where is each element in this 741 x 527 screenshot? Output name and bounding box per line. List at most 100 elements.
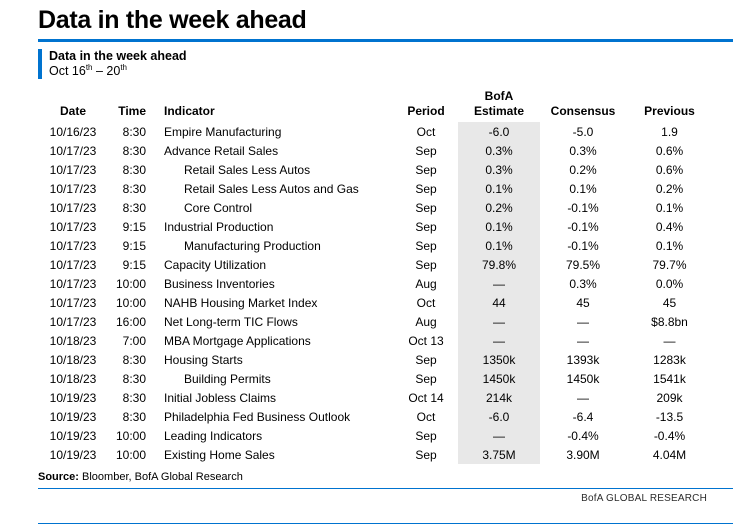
- cell-date: 10/18/23: [49, 371, 97, 386]
- header-row: Date Time Indicator Period BofA Estimate Conse…: [38, 89, 713, 122]
- cell-estimate: —: [458, 312, 540, 331]
- cell-date: 10/17/23: [49, 314, 97, 329]
- cell-estimate: 1350k: [458, 350, 540, 369]
- table-row: 10/17/23 16:00 Net Long-term TIC Flows Aug —…: [38, 312, 713, 331]
- col-header-indicator: Indicator: [164, 104, 215, 118]
- cell-period: Sep: [415, 162, 437, 177]
- footer-brand: BofA GLOBAL RESEARCH: [581, 493, 707, 504]
- cell-previous: -0.4%: [653, 428, 686, 443]
- cell-previous: 1.9: [661, 124, 678, 139]
- cell-period: Oct: [416, 409, 436, 424]
- table-row: 10/18/23 8:30 Housing Starts Sep 1350k 1393k 1…: [38, 350, 713, 369]
- cell-period: Aug: [415, 276, 437, 291]
- cell-indicator: Housing Starts: [164, 352, 243, 367]
- cell-previous: 0.6%: [655, 162, 684, 177]
- table-row: 10/19/23 8:30 Philadelphia Fed Business Ou…: [38, 407, 713, 426]
- cell-indicator: Business Inventories: [164, 276, 275, 291]
- date-range-start-suffix: th: [85, 62, 93, 72]
- cell-indicator: Net Long-term TIC Flows: [164, 314, 298, 329]
- cell-period: Sep: [415, 257, 437, 272]
- cell-consensus: 79.5%: [565, 257, 601, 272]
- cell-estimate: 0.1%: [458, 179, 540, 198]
- table-row: 10/17/23 8:30 Retail Sales Less Autos and …: [38, 179, 713, 198]
- col-header-previous: Previous: [644, 104, 695, 118]
- table-row: 10/17/23 10:00 NAHB Housing Market Index Oc…: [38, 293, 713, 312]
- cell-consensus: 0.3%: [569, 276, 597, 291]
- source-label: Source:: [38, 471, 79, 483]
- table-row: 10/19/23 10:00 Leading Indicators Sep — -0.4%…: [38, 426, 713, 445]
- cell-estimate: —: [458, 331, 540, 350]
- cell-date: 10/18/23: [49, 333, 97, 348]
- cell-period: Sep: [415, 200, 437, 215]
- cell-period: Sep: [415, 371, 437, 386]
- cell-previous: 209k: [656, 390, 683, 405]
- cell-date: 10/18/23: [49, 352, 97, 367]
- cell-time: 8:30: [122, 371, 146, 386]
- table-row: 10/17/23 9:15 Capacity Utilization Sep 79.8%…: [38, 255, 713, 274]
- cell-period: Sep: [415, 238, 437, 253]
- table-row: 10/17/23 8:30 Advance Retail Sales Sep 0.3% 0…: [38, 141, 713, 160]
- cell-indicator: Retail Sales Less Autos and Gas: [184, 181, 359, 196]
- cell-time: 8:30: [122, 352, 146, 367]
- table-row: 10/17/23 8:30 Retail Sales Less Autos Sep 0.…: [38, 160, 713, 179]
- date-range-end: 20: [106, 64, 121, 78]
- date-range-end-suffix: th: [120, 62, 127, 72]
- cell-indicator: Industrial Production: [164, 219, 274, 234]
- cell-time: 8:30: [122, 181, 146, 196]
- cell-consensus: 45: [576, 295, 590, 310]
- cell-previous: 0.6%: [655, 143, 684, 158]
- cell-estimate: —: [458, 274, 540, 293]
- cell-date: 10/16/23: [49, 124, 97, 139]
- cell-indicator: NAHB Housing Market Index: [164, 295, 318, 310]
- cell-consensus: —: [577, 333, 589, 348]
- cell-previous: 45: [662, 295, 677, 310]
- cell-date: 10/19/23: [49, 409, 97, 424]
- cell-consensus: 1393k: [566, 352, 600, 367]
- cell-time: 8:30: [122, 143, 146, 158]
- cell-time: 10:00: [115, 428, 146, 443]
- cell-estimate: 79.8%: [458, 255, 540, 274]
- cell-time: 7:00: [122, 333, 146, 348]
- cell-time: 8:30: [122, 409, 146, 424]
- cell-consensus: —: [577, 390, 589, 405]
- cell-time: 9:15: [122, 219, 146, 234]
- cell-date: 10/17/23: [49, 295, 97, 310]
- table-head: Date Time Indicator Period BofA Estimate Conse…: [38, 89, 713, 122]
- cell-consensus: -5.0: [572, 124, 594, 139]
- cell-period: Sep: [415, 428, 437, 443]
- panel-header-text: Data in the week ahead Oct 16th – 20th: [49, 49, 187, 79]
- cell-indicator: Existing Home Sales: [164, 447, 275, 462]
- cell-previous: -13.5: [655, 409, 684, 424]
- cell-time: 16:00: [115, 314, 146, 329]
- cell-date: 10/19/23: [49, 390, 97, 405]
- cell-estimate: 3.75M: [458, 445, 540, 464]
- cell-period: Aug: [415, 314, 437, 329]
- cell-consensus: 0.3%: [569, 143, 597, 158]
- cell-consensus: 1450k: [566, 371, 600, 386]
- cell-consensus: 3.90M: [566, 447, 600, 462]
- cell-indicator: Building Permits: [184, 371, 271, 386]
- cell-period: Sep: [415, 219, 437, 234]
- accent-bar: [38, 49, 42, 79]
- cell-consensus: -0.1%: [567, 219, 599, 234]
- title-divider: [38, 39, 733, 42]
- cell-period: Sep: [415, 143, 437, 158]
- table-panel-header: Data in the week ahead Oct 16th – 20th: [38, 49, 733, 79]
- cell-estimate: 214k: [458, 388, 540, 407]
- cell-time: 10:00: [115, 295, 146, 310]
- date-range: Oct 16th – 20th: [49, 62, 187, 79]
- cell-previous: 0.2%: [655, 181, 684, 196]
- cell-indicator: Philadelphia Fed Business Outlook: [164, 409, 351, 424]
- cell-date: 10/17/23: [49, 219, 97, 234]
- cell-previous: 0.1%: [655, 200, 684, 215]
- cell-period: Oct 13: [408, 333, 444, 348]
- cell-consensus: —: [577, 314, 589, 329]
- cell-estimate: 0.1%: [458, 217, 540, 236]
- table-row: 10/17/23 9:15 Manufacturing Production Sep 0…: [38, 236, 713, 255]
- cell-indicator: Retail Sales Less Autos: [184, 162, 311, 177]
- cell-estimate: 0.1%: [458, 236, 540, 255]
- cell-estimate: —: [458, 426, 540, 445]
- cell-time: 8:30: [122, 162, 146, 177]
- page-title: Data in the week ahead: [38, 6, 307, 34]
